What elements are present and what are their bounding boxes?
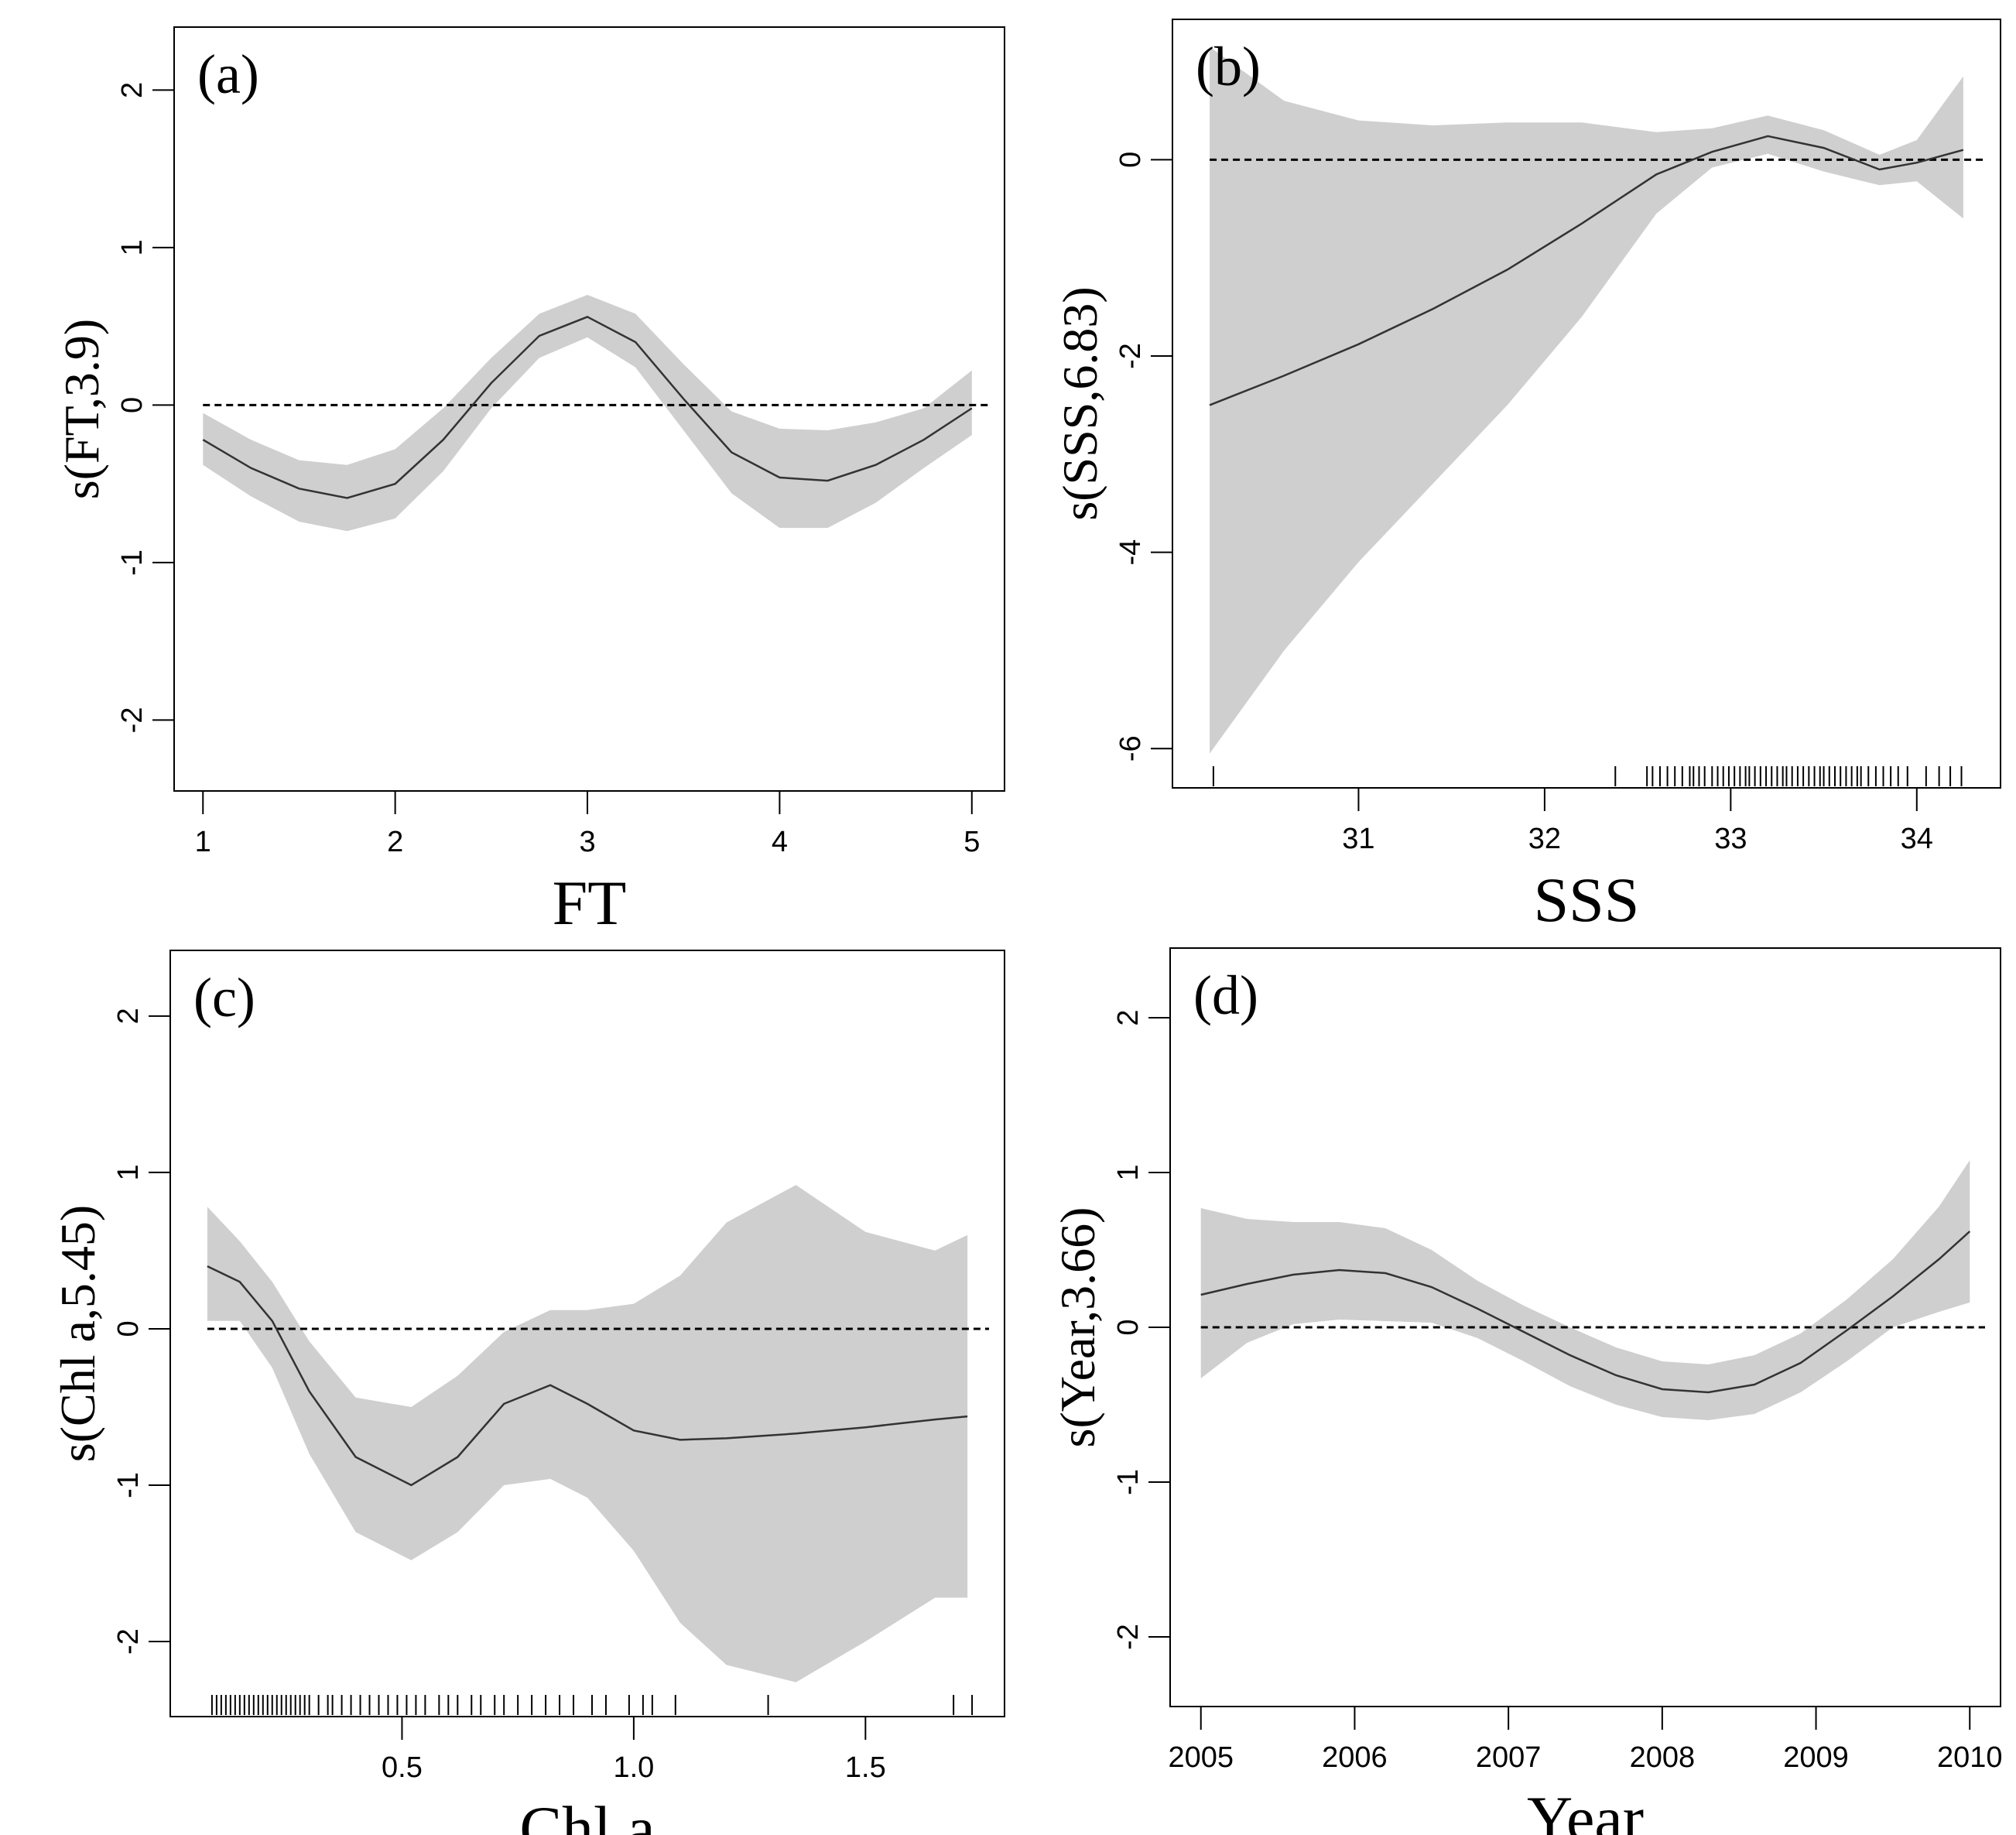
x-tick-label: 31 [1342, 823, 1374, 855]
confidence-band [1210, 46, 1963, 754]
y-axis-title: s(FT,3.9) [54, 319, 109, 499]
smooth-fit-line [202, 316, 973, 499]
x-tick-label: 2007 [1476, 1741, 1542, 1774]
panel-a: 1 2 3 4 5 -2 -1 0 1 2 (a) FT s(FT,3.9) [54, 26, 1005, 938]
x-tick-label: 32 [1528, 823, 1561, 855]
x-tick-label: 1 [195, 826, 211, 858]
y-tick-label: 1 [112, 1164, 145, 1180]
panel-d: 2005 2006 2007 2008 2009 2010 -2 -1 0 1 2 (d) Year s(… [1050, 947, 2003, 1835]
x-axis-title: FT [553, 868, 627, 938]
panel-label: (c) [193, 967, 255, 1029]
x-axis-title: SSS [1534, 864, 1640, 935]
x-tick-label: 2005 [1168, 1741, 1234, 1774]
y-tick-label: 1 [1112, 1164, 1145, 1180]
x-tick-label: 2006 [1322, 1741, 1388, 1774]
y-tick-label: 0 [112, 1320, 145, 1337]
panel-c: 0.5 1.0 1.5 -2 -1 0 1 2 (c) Chl a s(Chl a,5.45) [50, 950, 1005, 1835]
x-tick-label: 3 [579, 826, 595, 858]
y-tick-label: 0 [1112, 1319, 1145, 1335]
y-tick-label: 0 [116, 397, 149, 413]
y-tick-label: -6 [1114, 735, 1147, 762]
x-axis-title: Year [1527, 1783, 1644, 1835]
y-axis-title: s(Year,3.66) [1050, 1207, 1105, 1448]
x-tick-label: 5 [964, 826, 980, 858]
x-tick-label: 33 [1714, 823, 1747, 855]
y-tick-label: -2 [1112, 1624, 1145, 1650]
y-tick-label: -2 [116, 707, 149, 734]
y-tick-label: 2 [1112, 1009, 1145, 1025]
y-axis-title: s(Chl a,5.45) [50, 1205, 105, 1462]
panel-label: (b) [1196, 36, 1261, 98]
x-axis-title: Chl a [519, 1793, 655, 1835]
y-tick-label: 2 [116, 82, 149, 98]
y-tick-label: -1 [112, 1472, 145, 1498]
panel-label: (d) [1193, 964, 1258, 1026]
smooth-fit-line [207, 1265, 968, 1487]
x-tick-label: 2008 [1630, 1741, 1696, 1774]
confidence-band [1200, 1160, 1970, 1420]
y-tick-label: 1 [116, 239, 149, 255]
y-tick-label: -1 [116, 549, 149, 576]
confidence-band [207, 1185, 968, 1683]
confidence-band [203, 295, 972, 532]
x-tick-label: 2009 [1783, 1741, 1849, 1774]
panel-label: (a) [197, 43, 259, 105]
y-tick-label: 0 [1114, 152, 1147, 168]
y-tick-label: -1 [1112, 1469, 1145, 1495]
smooth-fit-line [1209, 135, 1964, 406]
x-tick-label: 4 [772, 826, 788, 858]
x-tick-label: 1.5 [845, 1751, 886, 1784]
panel-b: 31 32 33 34 -6 -4 -2 0 (b) SSS s(SSS,6.83) [1052, 19, 2001, 935]
y-tick-label: -2 [112, 1628, 145, 1655]
x-tick-label: 2010 [1937, 1741, 2003, 1774]
x-tick-label: 0.5 [382, 1751, 423, 1784]
smooth-fit-line [1200, 1231, 1971, 1394]
y-tick-label: -4 [1114, 539, 1147, 566]
x-tick-label: 34 [1901, 823, 1933, 855]
y-tick-label: 2 [112, 1008, 145, 1024]
x-tick-label: 2 [387, 826, 403, 858]
y-tick-label: -2 [1114, 343, 1147, 369]
y-axis-title: s(SSS,6.83) [1052, 286, 1107, 520]
x-tick-label: 1.0 [613, 1751, 654, 1784]
plot-frame [173, 26, 1005, 792]
